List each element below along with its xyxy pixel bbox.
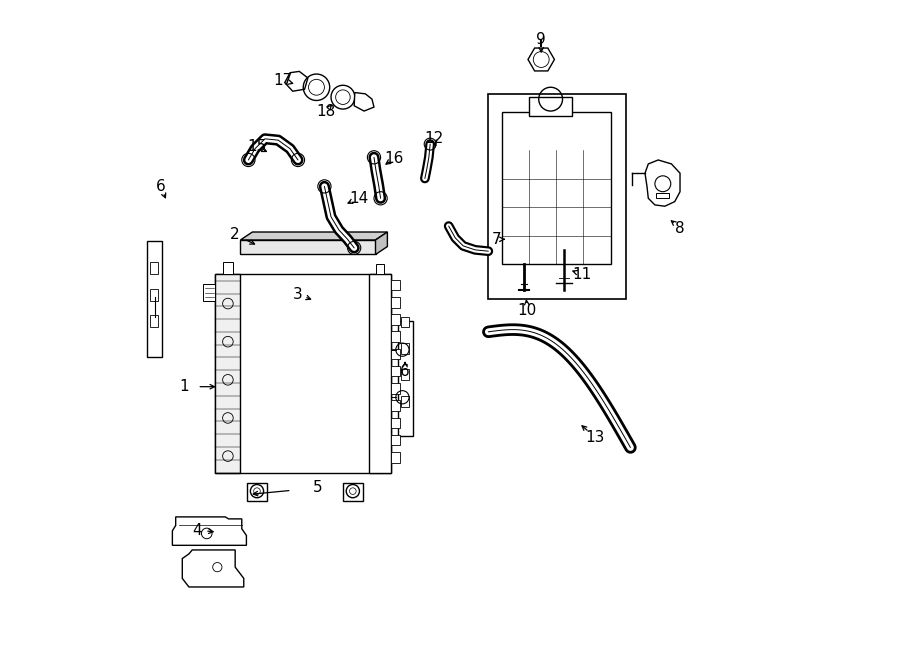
Text: 14: 14 — [349, 191, 368, 206]
Bar — [391, 366, 401, 377]
Polygon shape — [173, 517, 247, 545]
Bar — [391, 297, 401, 307]
Bar — [401, 396, 409, 407]
Bar — [215, 274, 240, 473]
Text: 6: 6 — [156, 179, 166, 194]
Bar — [391, 331, 401, 342]
Bar — [391, 435, 401, 446]
Bar — [343, 483, 363, 501]
Polygon shape — [240, 232, 387, 240]
Bar — [215, 274, 391, 473]
Text: 10: 10 — [518, 303, 537, 318]
Text: 16: 16 — [384, 151, 403, 166]
Bar — [375, 264, 383, 274]
Bar — [401, 317, 409, 327]
Text: 6: 6 — [400, 364, 410, 379]
Bar — [248, 483, 267, 501]
Bar — [401, 369, 409, 380]
Bar — [150, 289, 158, 301]
Text: 4: 4 — [193, 523, 202, 537]
Bar — [148, 241, 162, 357]
Bar — [391, 452, 401, 463]
Text: 2: 2 — [230, 227, 240, 242]
Bar — [369, 274, 391, 473]
Bar — [391, 314, 401, 325]
Text: 13: 13 — [586, 430, 605, 445]
Bar — [489, 94, 626, 299]
Bar — [401, 343, 409, 354]
Bar — [501, 112, 610, 264]
Text: 12: 12 — [424, 132, 443, 146]
Polygon shape — [284, 71, 308, 91]
Bar — [391, 280, 401, 290]
Bar — [391, 418, 401, 428]
Polygon shape — [183, 550, 244, 587]
Text: 18: 18 — [316, 104, 336, 118]
Text: 3: 3 — [293, 287, 302, 301]
Text: 11: 11 — [572, 267, 592, 282]
Text: 17: 17 — [274, 73, 293, 88]
Polygon shape — [645, 160, 680, 206]
Text: 8: 8 — [675, 221, 685, 235]
Text: 7: 7 — [491, 232, 501, 247]
Text: 9: 9 — [536, 32, 546, 47]
Text: 5: 5 — [313, 481, 322, 495]
Bar — [391, 383, 401, 394]
Bar — [150, 315, 158, 327]
Bar — [529, 97, 572, 116]
Bar — [391, 401, 401, 411]
Text: 1: 1 — [179, 379, 189, 394]
Bar — [223, 262, 232, 274]
Bar — [203, 284, 215, 301]
Polygon shape — [528, 48, 554, 71]
Polygon shape — [375, 232, 387, 254]
Bar — [399, 321, 413, 436]
Bar — [240, 240, 375, 254]
Polygon shape — [355, 93, 374, 111]
Bar — [656, 193, 670, 198]
Text: 15: 15 — [248, 139, 266, 154]
Bar — [391, 348, 401, 359]
Bar — [150, 262, 158, 274]
